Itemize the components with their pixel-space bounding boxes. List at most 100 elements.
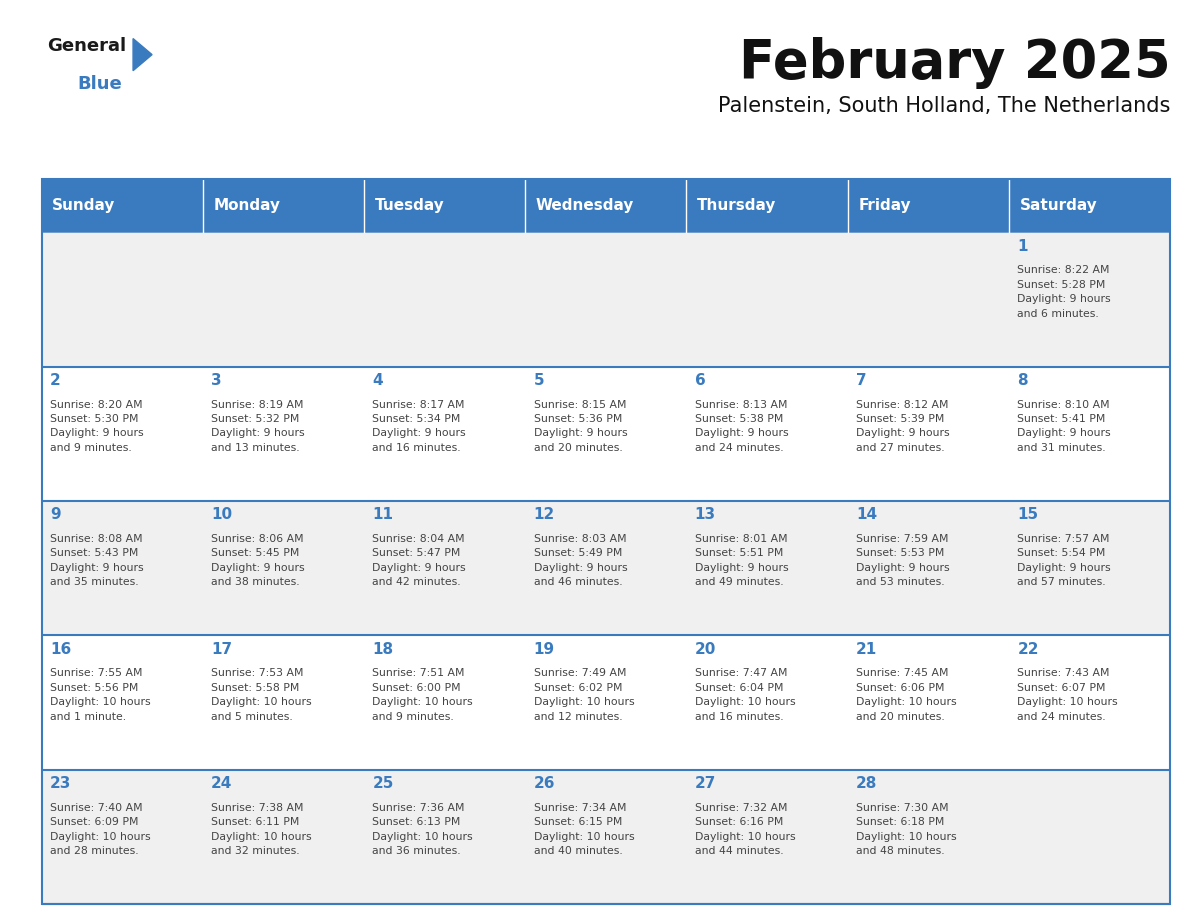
Text: 18: 18 bbox=[372, 642, 393, 657]
FancyBboxPatch shape bbox=[203, 770, 364, 904]
Text: Sunrise: 8:15 AM
Sunset: 5:36 PM
Daylight: 9 hours
and 20 minutes.: Sunrise: 8:15 AM Sunset: 5:36 PM Dayligh… bbox=[533, 399, 627, 453]
FancyBboxPatch shape bbox=[848, 179, 1009, 232]
Text: 24: 24 bbox=[211, 777, 233, 791]
FancyBboxPatch shape bbox=[687, 501, 848, 635]
Text: Sunrise: 8:13 AM
Sunset: 5:38 PM
Daylight: 9 hours
and 24 minutes.: Sunrise: 8:13 AM Sunset: 5:38 PM Dayligh… bbox=[695, 399, 789, 453]
Text: Sunrise: 7:30 AM
Sunset: 6:18 PM
Daylight: 10 hours
and 48 minutes.: Sunrise: 7:30 AM Sunset: 6:18 PM Dayligh… bbox=[857, 803, 956, 856]
Text: 10: 10 bbox=[211, 508, 232, 522]
Text: Sunrise: 8:20 AM
Sunset: 5:30 PM
Daylight: 9 hours
and 9 minutes.: Sunrise: 8:20 AM Sunset: 5:30 PM Dayligh… bbox=[50, 399, 144, 453]
Text: 23: 23 bbox=[50, 777, 71, 791]
Text: 8: 8 bbox=[1017, 373, 1028, 388]
FancyBboxPatch shape bbox=[848, 366, 1009, 501]
Text: 4: 4 bbox=[372, 373, 383, 388]
Text: Sunrise: 7:36 AM
Sunset: 6:13 PM
Daylight: 10 hours
and 36 minutes.: Sunrise: 7:36 AM Sunset: 6:13 PM Dayligh… bbox=[372, 803, 473, 856]
FancyBboxPatch shape bbox=[525, 501, 687, 635]
Text: Tuesday: Tuesday bbox=[374, 198, 444, 213]
Text: Sunrise: 7:45 AM
Sunset: 6:06 PM
Daylight: 10 hours
and 20 minutes.: Sunrise: 7:45 AM Sunset: 6:06 PM Dayligh… bbox=[857, 668, 956, 722]
Text: 28: 28 bbox=[857, 777, 878, 791]
FancyBboxPatch shape bbox=[203, 366, 364, 501]
FancyBboxPatch shape bbox=[848, 770, 1009, 904]
FancyBboxPatch shape bbox=[848, 232, 1009, 366]
FancyBboxPatch shape bbox=[364, 366, 525, 501]
FancyBboxPatch shape bbox=[364, 635, 525, 770]
FancyBboxPatch shape bbox=[687, 366, 848, 501]
Text: 11: 11 bbox=[372, 508, 393, 522]
Text: 19: 19 bbox=[533, 642, 555, 657]
Text: 3: 3 bbox=[211, 373, 222, 388]
Text: 13: 13 bbox=[695, 508, 716, 522]
Text: Wednesday: Wednesday bbox=[536, 198, 634, 213]
FancyBboxPatch shape bbox=[364, 179, 525, 232]
Text: Sunrise: 8:19 AM
Sunset: 5:32 PM
Daylight: 9 hours
and 13 minutes.: Sunrise: 8:19 AM Sunset: 5:32 PM Dayligh… bbox=[211, 399, 305, 453]
Text: Sunrise: 7:57 AM
Sunset: 5:54 PM
Daylight: 9 hours
and 57 minutes.: Sunrise: 7:57 AM Sunset: 5:54 PM Dayligh… bbox=[1017, 534, 1111, 588]
Text: 6: 6 bbox=[695, 373, 706, 388]
Text: Sunrise: 7:59 AM
Sunset: 5:53 PM
Daylight: 9 hours
and 53 minutes.: Sunrise: 7:59 AM Sunset: 5:53 PM Dayligh… bbox=[857, 534, 949, 588]
Text: 7: 7 bbox=[857, 373, 867, 388]
Text: 27: 27 bbox=[695, 777, 716, 791]
FancyBboxPatch shape bbox=[1009, 501, 1170, 635]
Text: Sunrise: 7:38 AM
Sunset: 6:11 PM
Daylight: 10 hours
and 32 minutes.: Sunrise: 7:38 AM Sunset: 6:11 PM Dayligh… bbox=[211, 803, 311, 856]
FancyBboxPatch shape bbox=[364, 501, 525, 635]
Text: 20: 20 bbox=[695, 642, 716, 657]
FancyBboxPatch shape bbox=[42, 179, 203, 232]
Text: Sunrise: 7:55 AM
Sunset: 5:56 PM
Daylight: 10 hours
and 1 minute.: Sunrise: 7:55 AM Sunset: 5:56 PM Dayligh… bbox=[50, 668, 151, 722]
Text: Palenstein, South Holland, The Netherlands: Palenstein, South Holland, The Netherlan… bbox=[718, 96, 1170, 117]
FancyBboxPatch shape bbox=[687, 635, 848, 770]
FancyBboxPatch shape bbox=[687, 179, 848, 232]
Text: 21: 21 bbox=[857, 642, 877, 657]
Text: Sunrise: 8:04 AM
Sunset: 5:47 PM
Daylight: 9 hours
and 42 minutes.: Sunrise: 8:04 AM Sunset: 5:47 PM Dayligh… bbox=[372, 534, 466, 588]
FancyBboxPatch shape bbox=[203, 501, 364, 635]
Text: 15: 15 bbox=[1017, 508, 1038, 522]
FancyBboxPatch shape bbox=[525, 232, 687, 366]
Text: Friday: Friday bbox=[859, 198, 911, 213]
Text: 16: 16 bbox=[50, 642, 71, 657]
Text: Sunrise: 7:49 AM
Sunset: 6:02 PM
Daylight: 10 hours
and 12 minutes.: Sunrise: 7:49 AM Sunset: 6:02 PM Dayligh… bbox=[533, 668, 634, 722]
Text: 5: 5 bbox=[533, 373, 544, 388]
Text: Sunrise: 8:22 AM
Sunset: 5:28 PM
Daylight: 9 hours
and 6 minutes.: Sunrise: 8:22 AM Sunset: 5:28 PM Dayligh… bbox=[1017, 265, 1111, 319]
FancyBboxPatch shape bbox=[1009, 770, 1170, 904]
Text: 2: 2 bbox=[50, 373, 61, 388]
FancyBboxPatch shape bbox=[42, 232, 203, 366]
Text: 26: 26 bbox=[533, 777, 555, 791]
Text: Sunrise: 8:06 AM
Sunset: 5:45 PM
Daylight: 9 hours
and 38 minutes.: Sunrise: 8:06 AM Sunset: 5:45 PM Dayligh… bbox=[211, 534, 305, 588]
FancyBboxPatch shape bbox=[203, 232, 364, 366]
Text: Sunrise: 7:32 AM
Sunset: 6:16 PM
Daylight: 10 hours
and 44 minutes.: Sunrise: 7:32 AM Sunset: 6:16 PM Dayligh… bbox=[695, 803, 796, 856]
Text: 1: 1 bbox=[1017, 239, 1028, 253]
Text: Sunrise: 8:17 AM
Sunset: 5:34 PM
Daylight: 9 hours
and 16 minutes.: Sunrise: 8:17 AM Sunset: 5:34 PM Dayligh… bbox=[372, 399, 466, 453]
FancyBboxPatch shape bbox=[42, 501, 203, 635]
Text: Sunrise: 8:08 AM
Sunset: 5:43 PM
Daylight: 9 hours
and 35 minutes.: Sunrise: 8:08 AM Sunset: 5:43 PM Dayligh… bbox=[50, 534, 144, 588]
Text: Sunrise: 7:43 AM
Sunset: 6:07 PM
Daylight: 10 hours
and 24 minutes.: Sunrise: 7:43 AM Sunset: 6:07 PM Dayligh… bbox=[1017, 668, 1118, 722]
Text: Sunrise: 7:40 AM
Sunset: 6:09 PM
Daylight: 10 hours
and 28 minutes.: Sunrise: 7:40 AM Sunset: 6:09 PM Dayligh… bbox=[50, 803, 151, 856]
Text: 12: 12 bbox=[533, 508, 555, 522]
Text: Blue: Blue bbox=[77, 75, 122, 94]
Text: Sunrise: 8:10 AM
Sunset: 5:41 PM
Daylight: 9 hours
and 31 minutes.: Sunrise: 8:10 AM Sunset: 5:41 PM Dayligh… bbox=[1017, 399, 1111, 453]
FancyBboxPatch shape bbox=[687, 232, 848, 366]
FancyBboxPatch shape bbox=[525, 770, 687, 904]
Polygon shape bbox=[133, 39, 152, 71]
Text: Sunrise: 7:34 AM
Sunset: 6:15 PM
Daylight: 10 hours
and 40 minutes.: Sunrise: 7:34 AM Sunset: 6:15 PM Dayligh… bbox=[533, 803, 634, 856]
Text: General: General bbox=[48, 37, 127, 55]
FancyBboxPatch shape bbox=[525, 366, 687, 501]
FancyBboxPatch shape bbox=[525, 179, 687, 232]
Text: Sunrise: 8:03 AM
Sunset: 5:49 PM
Daylight: 9 hours
and 46 minutes.: Sunrise: 8:03 AM Sunset: 5:49 PM Dayligh… bbox=[533, 534, 627, 588]
FancyBboxPatch shape bbox=[42, 635, 203, 770]
FancyBboxPatch shape bbox=[203, 635, 364, 770]
FancyBboxPatch shape bbox=[848, 635, 1009, 770]
Text: 22: 22 bbox=[1017, 642, 1038, 657]
FancyBboxPatch shape bbox=[1009, 179, 1170, 232]
Text: February 2025: February 2025 bbox=[739, 37, 1170, 89]
FancyBboxPatch shape bbox=[42, 366, 203, 501]
Text: 17: 17 bbox=[211, 642, 232, 657]
Text: Sunrise: 7:53 AM
Sunset: 5:58 PM
Daylight: 10 hours
and 5 minutes.: Sunrise: 7:53 AM Sunset: 5:58 PM Dayligh… bbox=[211, 668, 311, 722]
Text: 25: 25 bbox=[372, 777, 393, 791]
Text: 14: 14 bbox=[857, 508, 877, 522]
Text: Thursday: Thursday bbox=[697, 198, 777, 213]
FancyBboxPatch shape bbox=[848, 501, 1009, 635]
Text: Sunrise: 7:51 AM
Sunset: 6:00 PM
Daylight: 10 hours
and 9 minutes.: Sunrise: 7:51 AM Sunset: 6:00 PM Dayligh… bbox=[372, 668, 473, 722]
Text: Monday: Monday bbox=[214, 198, 280, 213]
FancyBboxPatch shape bbox=[1009, 635, 1170, 770]
FancyBboxPatch shape bbox=[203, 179, 364, 232]
FancyBboxPatch shape bbox=[1009, 366, 1170, 501]
Text: Sunrise: 7:47 AM
Sunset: 6:04 PM
Daylight: 10 hours
and 16 minutes.: Sunrise: 7:47 AM Sunset: 6:04 PM Dayligh… bbox=[695, 668, 796, 722]
FancyBboxPatch shape bbox=[525, 635, 687, 770]
